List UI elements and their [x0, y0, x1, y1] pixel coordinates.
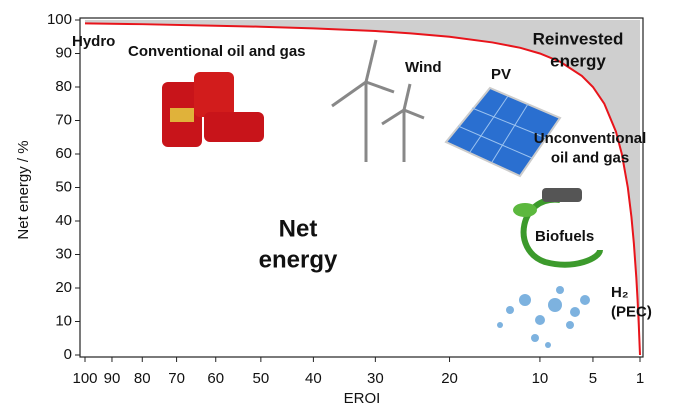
x-tick-label: 5 [589, 370, 597, 387]
annotation: Conventional oil and gas [128, 43, 306, 60]
y-tick-label: 20 [55, 279, 72, 296]
annotation: H₂ [611, 284, 629, 301]
y-tick-label: 60 [55, 145, 72, 162]
y-tick-label: 90 [55, 44, 72, 61]
wind-turbines [331, 39, 425, 162]
illustrations [162, 39, 603, 348]
x-tick-label: 50 [253, 370, 270, 387]
x-tick-label: 90 [104, 370, 121, 387]
x-tick-label: 10 [532, 370, 549, 387]
y-tick-label: 10 [55, 312, 72, 329]
y-tick-label: 50 [55, 178, 72, 195]
net-energy-curve [84, 22, 641, 356]
y-tick-label: 0 [64, 346, 72, 363]
annotation: energy [550, 52, 606, 71]
y-tick-label: 100 [47, 11, 72, 28]
x-tick-label: 70 [168, 370, 185, 387]
x-tick-label: 80 [134, 370, 151, 387]
y-tick-label: 30 [55, 245, 72, 262]
x-tick-label: 1 [636, 370, 644, 387]
annotation: Unconventional [534, 130, 647, 147]
x-tick-label: 100 [72, 370, 97, 387]
oil-barrels [162, 72, 264, 147]
pv-panel [444, 86, 562, 178]
annotation: (PEC) [611, 303, 652, 320]
reinvested-area [85, 20, 640, 355]
annotation: Net [279, 215, 318, 242]
y-tick-label: 80 [55, 78, 72, 95]
y-tick-label: 40 [55, 212, 72, 229]
annotation: Biofuels [535, 228, 594, 245]
x-tick-label: 30 [367, 370, 384, 387]
y-tick-label: 70 [55, 111, 72, 128]
x-tick-label: 60 [207, 370, 224, 387]
annotation: Wind [405, 59, 442, 76]
bubbles [497, 286, 590, 348]
x-axis-label: EROI [344, 390, 381, 407]
annotation: PV [491, 66, 511, 83]
annotation: energy [259, 247, 338, 274]
x-tick-label: 20 [441, 370, 458, 387]
biofuel-icon [513, 188, 603, 268]
x-tick-label: 40 [305, 370, 322, 387]
annotation: oil and gas [551, 149, 629, 166]
annotation: Hydro [72, 33, 115, 50]
annotation: Reinvested [533, 29, 624, 48]
y-axis-label: Net energy / % [15, 140, 32, 239]
